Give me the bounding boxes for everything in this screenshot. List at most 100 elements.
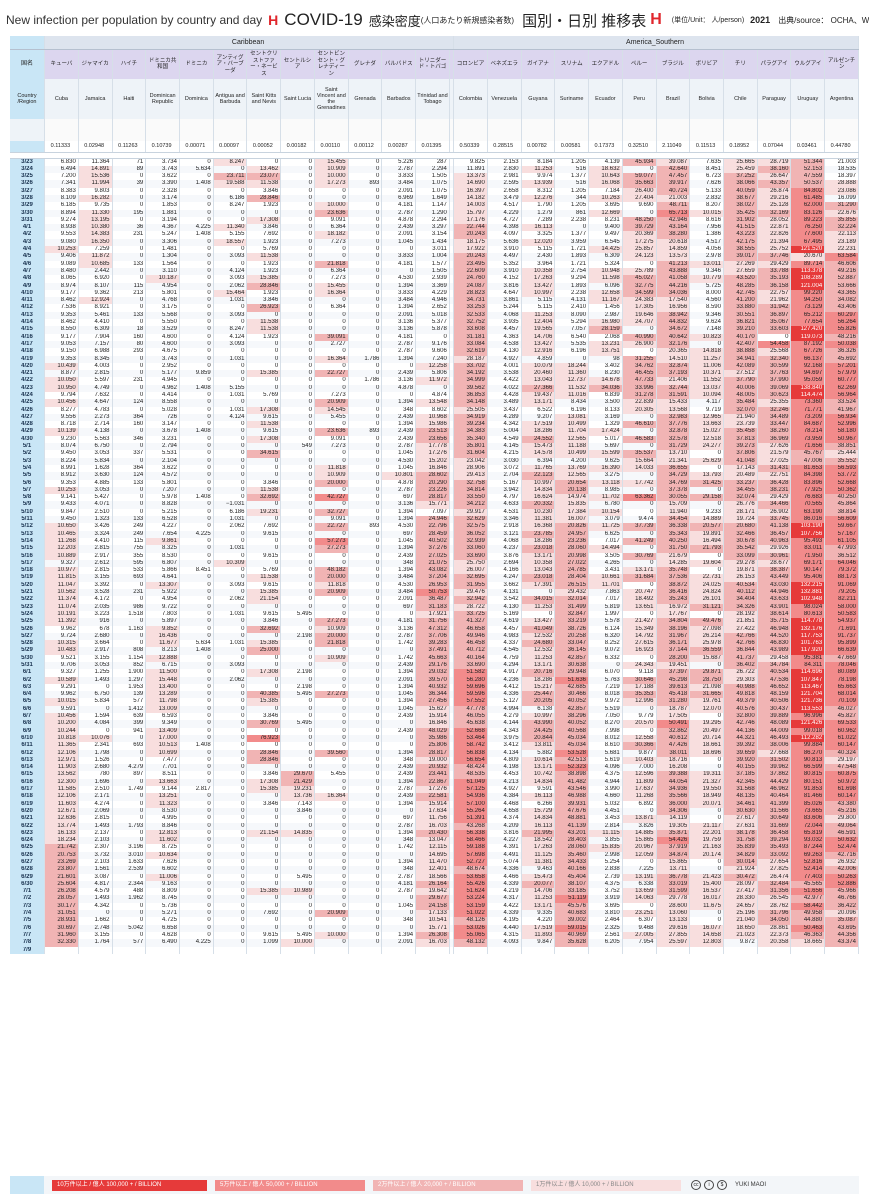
value-cell: 0 [348,319,383,327]
value-cell: 48.126 [453,917,488,925]
date-cell: 3/24 [10,165,46,174]
value-cell: 0 [314,253,349,261]
value-cell: 0 [213,786,248,794]
value-cell: 0 [622,209,657,217]
value-cell: 1.505 [415,173,450,181]
value-cell: 22.201 [689,829,724,838]
table-row: 4/25 10.456 4.647 124 8.558 0 0 0 0 20.909 0 1.394 1… [10,399,859,407]
value-cell: 8.725 [145,844,180,852]
value-cell: 0 [213,727,248,735]
value-cell: 35.748 [656,567,691,575]
country-name-en: Ecuador [588,79,623,119]
value-cell: 9.962 [44,691,79,699]
date-cell: 6/29 [10,873,46,881]
value-cell [449,866,455,874]
value-cell: 23.636 [314,428,349,436]
value-cell: 56.838 [453,749,488,757]
value-cell: 0 [689,815,724,823]
value-cell: 22.581 [415,793,450,801]
value-cell: 3.093 [213,661,248,670]
value-cell: 4.453 [487,771,522,779]
value-cell: 80.151 [790,778,826,787]
value-cell: 35.542 [723,545,758,553]
value-cell: 0 [112,406,147,414]
value-cell: 0 [314,917,349,925]
value-cell: 23.226 [415,486,450,495]
value-cell: 57.273 [314,537,349,546]
value-cell: 4.885 [78,479,113,487]
value-cell: 43.695 [824,924,859,932]
value-cell: 42.089 [723,362,758,371]
value-cell: 27.668 [757,749,792,757]
value-cell: 577 [112,939,147,947]
value-cell: 14.835 [280,829,315,838]
date-cell: 4/9 [10,282,46,290]
value-cell: 0 [348,829,383,838]
value-cell: 5.004 [487,428,522,436]
value-cell: 93.032 [790,837,826,845]
value-cell: 58.000 [824,603,859,611]
value-cell: 3.528 [78,589,113,597]
value-cell: 6.540 [554,333,590,341]
value-cell [145,946,180,954]
value-cell: 0 [521,610,556,619]
value-cell: 16.972 [656,603,691,611]
value-cell: 4.660 [588,793,623,801]
value-cell: 2.294 [415,165,450,174]
value-cell: 0 [348,640,383,648]
value-cell [449,618,455,626]
country-name-en [449,79,455,119]
legend-bar: 10万件以上 / 億人 100,000 + / BILLION 5万件以上 / … [10,1176,859,1194]
value-cell: 32.744 [656,384,691,392]
value-cell: 21.040 [723,917,758,925]
value-cell: 28.846 [246,194,282,203]
value-cell: 2.978 [689,253,724,261]
country-name-jp: チリ [723,49,758,79]
value-cell: 0 [689,501,724,509]
value-cell: 3.538 [487,370,522,378]
value-cell: 6.070 [588,669,623,677]
date-cell: 3/29 [10,202,46,210]
value-cell: 5.801 [145,289,180,298]
value-cell: 132.881 [790,589,826,597]
value-cell [521,946,556,954]
value-cell [213,946,248,954]
value-cell: 46.458 [453,640,488,648]
table-row: 6/11 11.365 2.341 693 10.513 1.408 0 0 0 0 0 0 25.80… [10,742,859,750]
value-cell: 24.343 [622,661,657,670]
value-cell: 9.091 [314,216,349,225]
value-cell: 29.476 [453,589,488,597]
value-cell: 12.565 [554,472,590,480]
value-cell: 26.900 [622,340,657,349]
value-cell: 6.364 [314,267,349,276]
value-cell: 13.400 [145,683,180,692]
value-cell: 11.872 [78,253,113,261]
value-cell [449,698,455,706]
value-cell: 42.716 [824,851,859,859]
value-cell: 20.998 [554,552,590,560]
value-cell: 0 [348,464,383,473]
value-cell: 2.198 [280,669,315,677]
value-cell [449,180,455,188]
value-cell [554,946,590,954]
date-cell: 5/23 [10,603,46,611]
value-cell: 1.900 [112,669,147,677]
value-cell: 3.489 [487,399,522,407]
value-cell: 0 [280,596,315,604]
country-name-jp: パラグアイ [757,49,792,79]
value-cell: 5.819 [588,603,623,611]
value-cell: 0 [348,581,383,590]
value-cell: 20.489 [723,472,758,480]
value-cell: 4.294 [487,661,522,670]
value-cell: 0 [280,749,315,757]
value-cell: 22.609 [453,267,488,276]
value-cell: 113.467 [790,683,826,692]
value-cell: 0 [757,333,792,341]
value-cell: 11.047 [44,581,79,590]
table-row: 5/21 10.562 3.528 231 5.922 0 0 15.385 0 20.909 0 3… [10,589,859,597]
value-cell: 25.978 [689,640,724,648]
value-cell [449,202,455,210]
value-cell: 13.427 [521,340,556,349]
value-cell: 4.068 [487,311,522,320]
value-cell: 8.345 [78,355,113,363]
